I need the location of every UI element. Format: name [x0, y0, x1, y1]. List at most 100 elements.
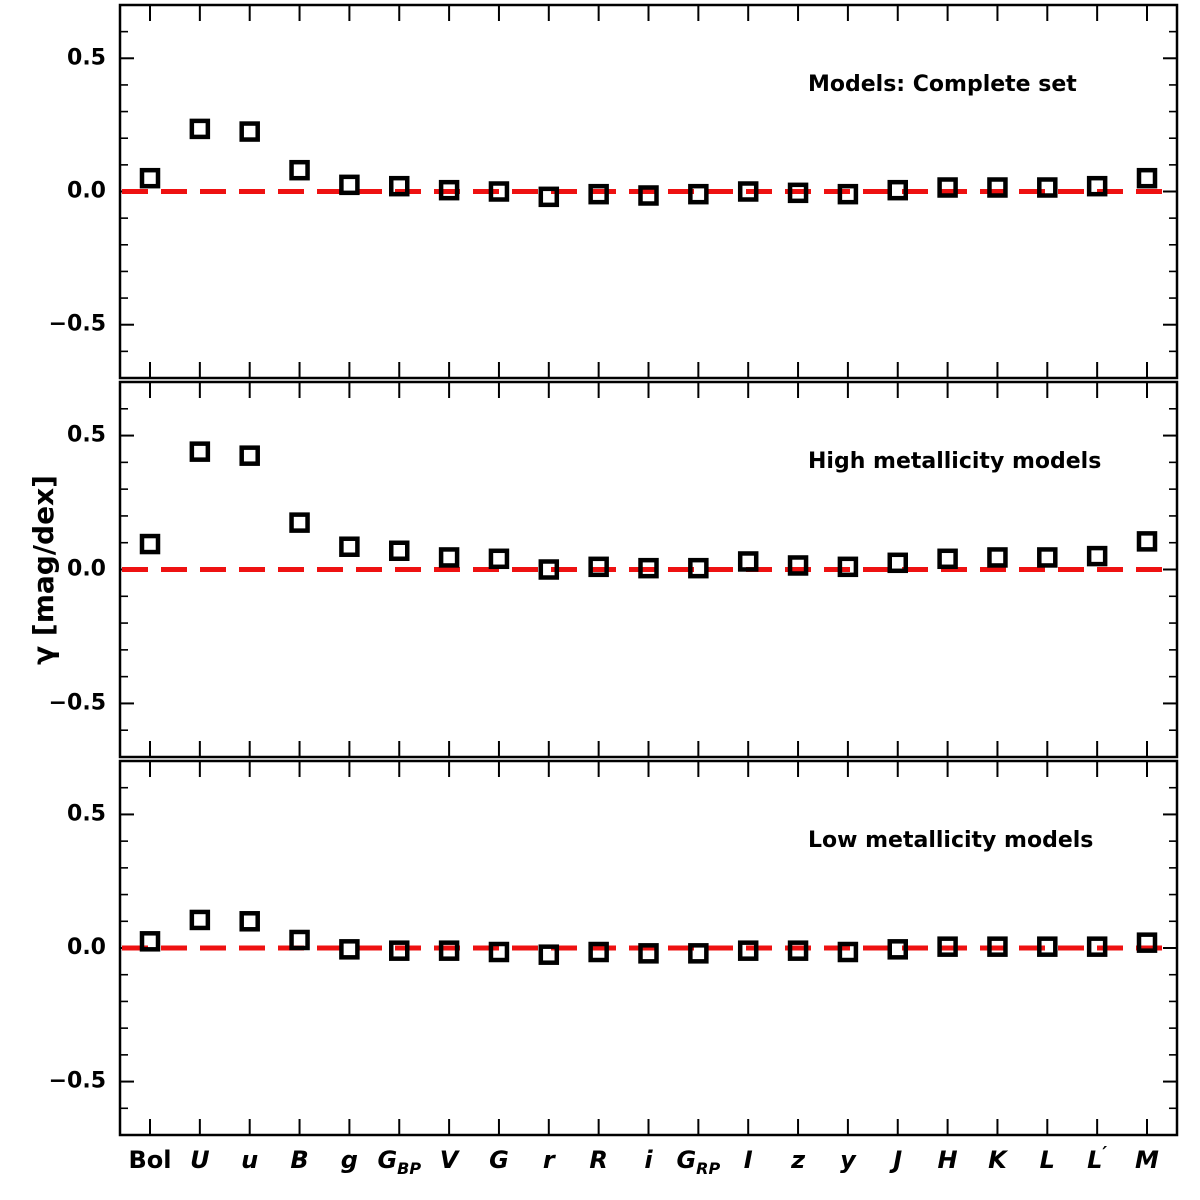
y-tick-label: 0.0	[67, 179, 106, 204]
data-point-R	[588, 941, 609, 963]
data-point-y	[837, 183, 859, 205]
data-point-Lprime	[1086, 175, 1108, 197]
data-point-V	[438, 179, 460, 201]
data-point-H	[937, 177, 958, 198]
data-point-Bol	[139, 533, 161, 555]
data-point-Lprime	[1086, 545, 1108, 567]
data-point-B	[289, 512, 310, 533]
panel-1: −0.5 0.0 0.5 Models: Complete set	[49, 3, 1179, 380]
x-tick-label: J	[889, 1146, 902, 1174]
x-tick-label: H	[938, 1146, 958, 1174]
panels-layer: −0.5 0.0 0.5 Models: Complete set −0.5 0.0 0.5…	[49, 3, 1179, 1137]
data-point-V	[438, 940, 460, 961]
panel-annotation: Low metallicity models	[808, 828, 1093, 853]
x-tick-label: R	[589, 1146, 607, 1174]
data-point-i	[638, 943, 659, 964]
data-point-i	[638, 185, 659, 206]
x-tick-label: K	[988, 1146, 1009, 1174]
data-point-GRP	[688, 943, 709, 964]
data-point-K	[987, 936, 1008, 957]
y-tick-label: −0.5	[49, 1069, 106, 1094]
data-point-g	[339, 536, 360, 557]
x-tick-label: L	[1040, 1146, 1055, 1174]
y-tick-label: 0.5	[67, 423, 106, 448]
data-point-K	[987, 177, 1008, 198]
data-point-J	[887, 939, 908, 960]
data-point-z	[787, 940, 809, 961]
data-point-GRP	[688, 183, 709, 205]
data-point-g	[339, 174, 360, 196]
data-point-J	[887, 179, 908, 201]
y-tick-label: 0.0	[67, 557, 106, 582]
data-point-I	[737, 551, 759, 572]
data-point-G	[488, 548, 510, 570]
data-point-R	[588, 556, 609, 578]
data-point-g	[339, 939, 360, 960]
x-tick-label: M	[1135, 1146, 1159, 1174]
data-point-R	[588, 183, 609, 205]
data-point-M	[1136, 932, 1158, 953]
data-point-u	[239, 445, 260, 466]
data-point-GRP	[688, 557, 709, 579]
data-point-y	[837, 941, 859, 963]
y-axis-label: γ [mag/dex]	[27, 475, 60, 665]
data-point-Lprime	[1086, 936, 1108, 957]
x-tick-label: I	[744, 1146, 753, 1174]
data-point-GBP	[389, 940, 410, 961]
y-tick-label: 0.0	[67, 935, 106, 960]
data-point-G	[488, 181, 510, 202]
x-tick-label: G	[489, 1146, 509, 1174]
data-point-i	[638, 557, 659, 579]
data-point-L	[1037, 177, 1058, 198]
data-point-I	[737, 181, 759, 202]
data-point-U	[189, 441, 211, 462]
x-tick-label: Bol	[128, 1146, 171, 1174]
y-tick-label: −0.5	[49, 312, 106, 337]
x-tick-label: r	[543, 1146, 557, 1174]
x-tick-label: g	[341, 1146, 358, 1174]
data-point-Bol	[139, 931, 161, 952]
data-point-y	[837, 556, 859, 578]
x-tick-label: y	[840, 1146, 857, 1174]
y-tick-label: −0.5	[49, 690, 106, 715]
data-point-r	[538, 559, 560, 580]
data-point-I	[737, 940, 759, 961]
data-point-B	[289, 929, 310, 951]
data-point-G	[488, 941, 510, 963]
panel-annotation: Models: Complete set	[808, 72, 1077, 97]
x-tick-label: GBP	[377, 1146, 421, 1178]
y-tick-label: 0.5	[67, 801, 106, 826]
data-point-M	[1136, 167, 1158, 189]
data-point-L	[1037, 547, 1058, 568]
x-tick-label: GRP	[676, 1146, 720, 1178]
data-point-V	[438, 547, 460, 568]
data-point-z	[787, 182, 809, 204]
data-point-H	[937, 936, 958, 957]
data-point-r	[538, 944, 560, 965]
x-tick-label: z	[790, 1146, 806, 1174]
data-point-r	[538, 186, 560, 208]
data-point-B	[289, 159, 310, 181]
x-tick-label: B	[290, 1146, 308, 1174]
data-point-U	[189, 118, 211, 140]
data-point-M	[1136, 531, 1158, 552]
data-point-J	[887, 552, 908, 574]
data-point-H	[937, 548, 958, 570]
x-tick-label: i	[644, 1146, 653, 1174]
data-point-Bol	[139, 167, 161, 189]
panel-3: −0.5 0.0 0.5 Low metallicity models	[49, 759, 1179, 1137]
panel-2: −0.5 0.0 0.5 High metallicity models	[49, 380, 1179, 759]
x-tick-label: U	[190, 1146, 210, 1174]
panel-annotation: High metallicity models	[808, 449, 1101, 474]
data-point-u	[239, 121, 260, 142]
x-tick-label: L′	[1087, 1143, 1107, 1174]
data-point-U	[189, 909, 211, 931]
x-tick-label: u	[241, 1146, 258, 1174]
data-point-u	[239, 911, 260, 932]
data-point-L	[1037, 936, 1058, 957]
data-point-K	[987, 547, 1008, 568]
y-tick-label: 0.5	[67, 45, 106, 70]
data-point-GBP	[389, 540, 410, 561]
